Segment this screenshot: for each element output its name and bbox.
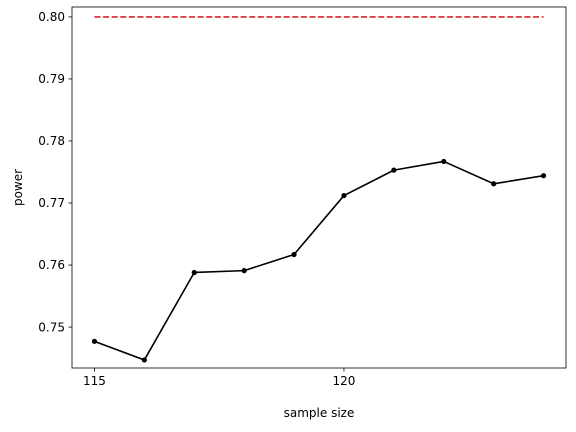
plot-frame bbox=[71, 6, 567, 369]
power-series-line bbox=[94, 160, 544, 361]
y-tick-label: 0.77 bbox=[38, 196, 65, 210]
x-tick-label: 115 bbox=[83, 374, 106, 388]
data-point bbox=[391, 167, 397, 173]
tick-layer: 115 120 0.75 0.76 0.77 0.78 0.79 0.80 bbox=[38, 10, 355, 388]
data-point bbox=[491, 181, 497, 187]
data-point bbox=[241, 268, 247, 274]
data-point bbox=[540, 173, 547, 179]
y-tick-label: 0.80 bbox=[38, 10, 65, 24]
y-tick-label: 0.78 bbox=[38, 134, 65, 148]
data-point bbox=[191, 269, 197, 276]
data-point bbox=[291, 251, 297, 258]
y-tick-label: 0.79 bbox=[38, 72, 65, 86]
y-tick-label: 0.75 bbox=[38, 320, 65, 334]
y-axis-label: power bbox=[11, 169, 25, 206]
data-point bbox=[91, 338, 98, 344]
x-tick-label: 120 bbox=[332, 374, 355, 388]
data-point bbox=[341, 192, 347, 199]
data-point bbox=[441, 158, 447, 165]
data-point bbox=[141, 357, 147, 363]
x-axis-label: sample size bbox=[284, 406, 355, 420]
series-layer bbox=[91, 158, 547, 363]
y-tick-label: 0.76 bbox=[38, 258, 65, 272]
